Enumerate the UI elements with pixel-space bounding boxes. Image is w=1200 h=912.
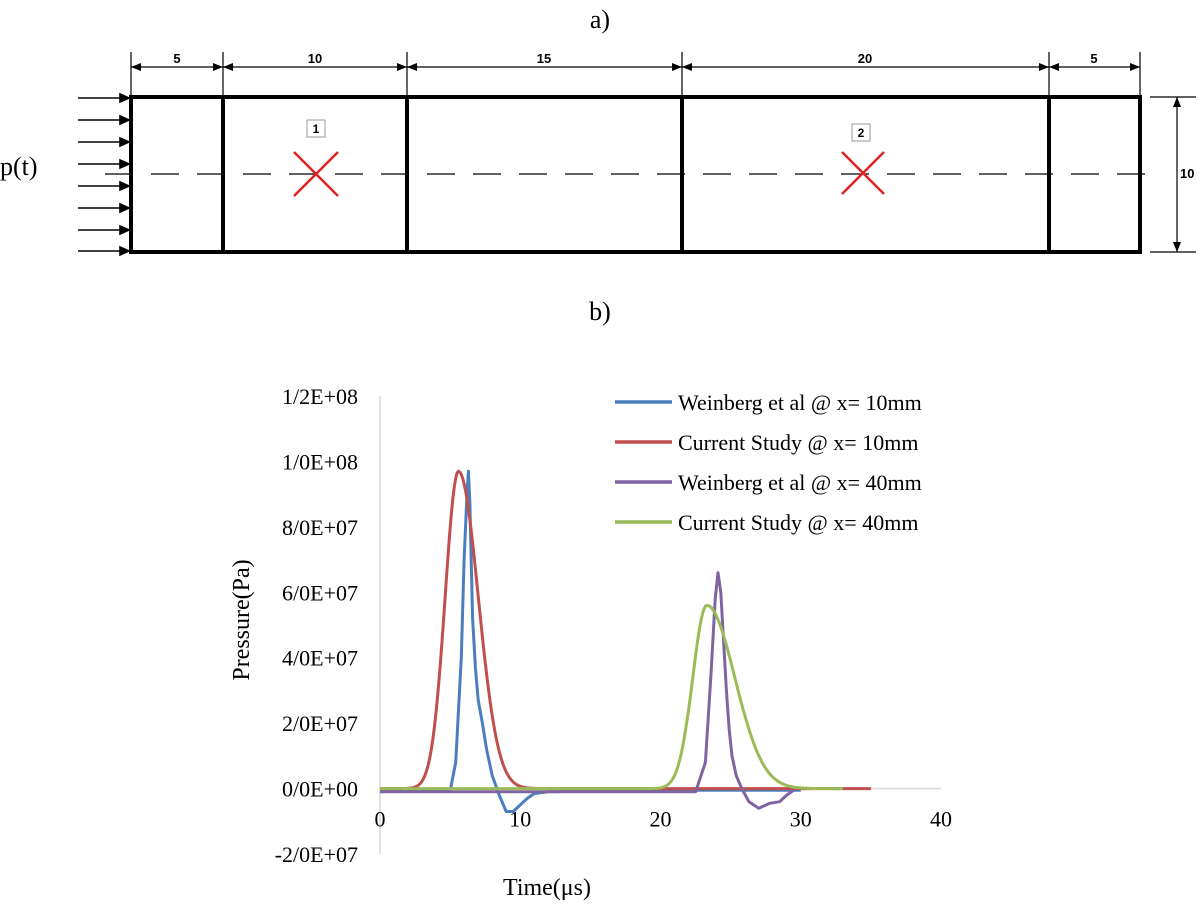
dimension-arrowhead	[1173, 97, 1181, 107]
gauge-1-number: 1	[313, 122, 320, 136]
dimension-arrowhead	[1130, 63, 1140, 71]
pressure-arrows	[78, 92, 131, 257]
dimension-arrowhead	[1173, 242, 1181, 252]
gauge-2-box	[851, 123, 871, 142]
y-tick-labels: 1/2E+08 1/0E+08 8/0E+07 6/0E+07 4/0E+07 2/0E+…	[275, 384, 358, 867]
pressure-arrowhead	[119, 158, 131, 170]
y-tick-label: 1/0E+08	[282, 449, 358, 474]
legend-label: Current Study @ x= 10mm	[678, 430, 918, 455]
pressure-arrowhead	[119, 180, 131, 192]
dimension-arrowhead	[213, 63, 223, 71]
series-lines	[379, 469, 871, 813]
series-line-3	[380, 571, 795, 810]
panel-a-label: a)	[590, 5, 610, 34]
pressure-arrowhead	[119, 224, 131, 236]
gauge-2-number: 2	[858, 126, 865, 140]
panel-b-label: b)	[589, 297, 611, 326]
legend-label: Weinberg et al @ x= 40mm	[678, 470, 922, 495]
legend-label: Current Study @ x= 40mm	[678, 510, 918, 535]
dimension-arrowhead	[407, 63, 417, 71]
dimension-arrowhead	[1039, 63, 1049, 71]
dimension-label-3: 15	[537, 51, 551, 66]
x-tick-label: 30	[790, 807, 812, 832]
y-tick-label: 4/0E+07	[282, 646, 358, 671]
dimension-arrowhead	[131, 63, 141, 71]
dimension-arrowhead	[682, 63, 692, 71]
dimension-arrowhead	[397, 63, 407, 71]
y-tick-label: 0/0E+00	[282, 777, 358, 802]
dimension-arrows	[131, 63, 1181, 252]
pressure-arrowhead	[119, 136, 131, 148]
x-tick-label: 20	[650, 807, 672, 832]
gauge-1: 1	[293, 119, 339, 197]
x-tick-label: 40	[930, 807, 952, 832]
dimension-arrowhead	[1049, 63, 1059, 71]
y-tick-label: 1/2E+08	[282, 384, 358, 409]
x-tick-labels: 0 10 20 30 40	[375, 807, 953, 832]
dimension-label-5: 5	[1090, 51, 1097, 66]
legend: Weinberg et al @ x= 10mm Current Study @ …	[615, 390, 922, 535]
dimension-arrowhead	[223, 63, 233, 71]
gauge-1-box	[306, 119, 326, 138]
dimension-label-1: 5	[173, 51, 180, 66]
series-line-4	[379, 603, 843, 791]
dimension-label-2: 10	[308, 51, 322, 66]
y-tick-label: 6/0E+07	[282, 580, 358, 605]
pressure-chart: 1/2E+08 1/0E+08 8/0E+07 6/0E+07 4/0E+07 2/0E+…	[229, 384, 952, 901]
height-label: 10	[1180, 166, 1194, 181]
dimension-label-4: 20	[858, 51, 872, 66]
y-tick-label: 2/0E+07	[282, 711, 358, 736]
x-axis-title: Time(μs)	[503, 875, 591, 901]
pressure-arrowhead	[119, 245, 131, 257]
pressure-arrowhead	[119, 92, 131, 104]
dimension-arrowhead	[672, 63, 682, 71]
x-tick-label: 0	[375, 807, 386, 832]
y-axis-title: Pressure(Pa)	[229, 559, 255, 680]
pressure-arrowhead	[119, 114, 131, 126]
y-tick-label: 8/0E+07	[282, 515, 358, 540]
pressure-arrowhead	[119, 202, 131, 214]
diagram: p(t) 1 2	[0, 51, 1196, 257]
dimension-extension-lines	[130, 52, 1196, 253]
y-tick-label: -2/0E+07	[275, 842, 358, 867]
load-label: p(t)	[0, 152, 38, 181]
gauge-2: 2	[841, 123, 885, 195]
legend-label: Weinberg et al @ x= 10mm	[678, 390, 922, 415]
x-tick-label: 10	[509, 807, 531, 832]
